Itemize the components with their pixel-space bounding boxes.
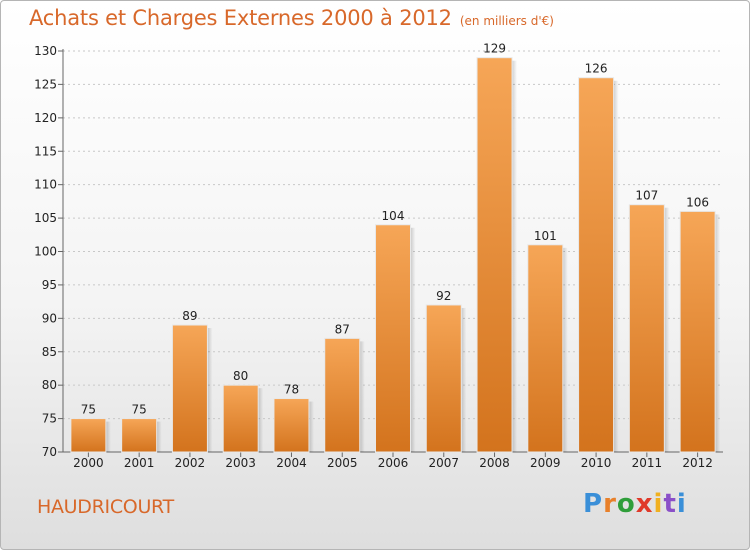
x-tick-label: 2005 bbox=[327, 456, 358, 470]
data-label: 92 bbox=[436, 289, 451, 303]
x-tick-label: 2011 bbox=[632, 456, 663, 470]
bar-2012 bbox=[679, 210, 716, 453]
y-tick-label: 80 bbox=[42, 378, 57, 392]
y-tick-label: 120 bbox=[34, 111, 57, 125]
y-tick-label: 100 bbox=[34, 245, 57, 259]
data-label: 107 bbox=[635, 189, 658, 203]
bar-2003 bbox=[222, 384, 259, 453]
bar-2001 bbox=[121, 418, 158, 453]
y-tick-label: 85 bbox=[42, 345, 57, 359]
bar-2006 bbox=[375, 224, 411, 453]
chart-title: Achats et Charges Externes 2000 à 2012 (e… bbox=[29, 6, 554, 30]
y-tick-label: 115 bbox=[34, 144, 57, 158]
bar-shadow bbox=[461, 307, 467, 452]
chart-title-text: Achats et Charges Externes 2000 à 2012 bbox=[29, 6, 452, 30]
bar-shadow bbox=[258, 388, 264, 452]
data-label: 126 bbox=[585, 62, 608, 76]
x-tick-label: 2001 bbox=[124, 456, 155, 470]
y-tick-label: 75 bbox=[42, 412, 57, 426]
y-tick-label: 125 bbox=[34, 77, 57, 91]
x-tick-label: 2007 bbox=[428, 456, 459, 470]
y-tick-label: 70 bbox=[42, 445, 57, 459]
logo-letter: t bbox=[663, 489, 677, 519]
x-tick-label: 2000 bbox=[73, 456, 104, 470]
data-label: 78 bbox=[284, 383, 299, 397]
data-label: 89 bbox=[182, 309, 197, 323]
x-tick-label: 2006 bbox=[378, 456, 409, 470]
logo-letter: i bbox=[653, 489, 664, 519]
x-tick-label: 2003 bbox=[225, 456, 256, 470]
bar-shadow bbox=[562, 247, 568, 452]
x-tick-label: 2008 bbox=[479, 456, 510, 470]
data-label: 80 bbox=[233, 369, 248, 383]
bar-2010 bbox=[578, 77, 615, 453]
data-label: 87 bbox=[335, 322, 350, 336]
bar-shadow bbox=[715, 214, 721, 452]
data-label: 75 bbox=[81, 403, 96, 417]
bar-2008 bbox=[476, 57, 513, 453]
chart-unit: (en milliers d'€) bbox=[459, 14, 554, 28]
logo-letter: x bbox=[635, 489, 654, 519]
x-tick-label: 2009 bbox=[530, 456, 561, 470]
bar-2011 bbox=[628, 204, 665, 453]
y-tick-label: 95 bbox=[42, 278, 57, 292]
bar-2004 bbox=[273, 398, 310, 453]
logo-letter: o bbox=[616, 489, 636, 519]
bar-2009 bbox=[527, 244, 564, 453]
bar-shadow bbox=[359, 341, 365, 452]
bar-shadow bbox=[410, 227, 416, 452]
bar-shadow bbox=[512, 60, 518, 452]
bar-shadow bbox=[613, 80, 619, 452]
data-label: 75 bbox=[132, 403, 147, 417]
y-tick-label: 130 bbox=[34, 44, 57, 58]
bar-2005 bbox=[324, 337, 361, 453]
bar-shadow bbox=[156, 421, 162, 452]
bar-2002 bbox=[171, 324, 208, 453]
bar-2007 bbox=[425, 304, 462, 453]
bar-shadow bbox=[664, 207, 670, 452]
x-tick-label: 2002 bbox=[175, 456, 206, 470]
y-tick-label: 105 bbox=[34, 211, 57, 225]
place-name: HAUDRICOURT bbox=[37, 496, 174, 518]
logo-letter: i bbox=[676, 489, 687, 519]
proxiti-logo: Proxiti bbox=[583, 489, 687, 519]
bar-2000 bbox=[70, 418, 107, 453]
x-tick-label: 2010 bbox=[581, 456, 612, 470]
y-tick-label: 110 bbox=[34, 178, 57, 192]
x-tick-label: 2004 bbox=[276, 456, 307, 470]
logo-letter: r bbox=[603, 489, 617, 519]
data-label: 104 bbox=[382, 209, 405, 223]
y-tick-label: 90 bbox=[42, 311, 57, 325]
x-tick-label: 2012 bbox=[682, 456, 713, 470]
data-label: 106 bbox=[686, 195, 709, 209]
bar-shadow bbox=[207, 328, 213, 452]
data-label: 129 bbox=[483, 42, 506, 56]
data-label: 101 bbox=[534, 229, 557, 243]
bar-shadow bbox=[308, 401, 314, 452]
bar-shadow bbox=[105, 421, 111, 452]
logo-letter: P bbox=[583, 489, 604, 519]
